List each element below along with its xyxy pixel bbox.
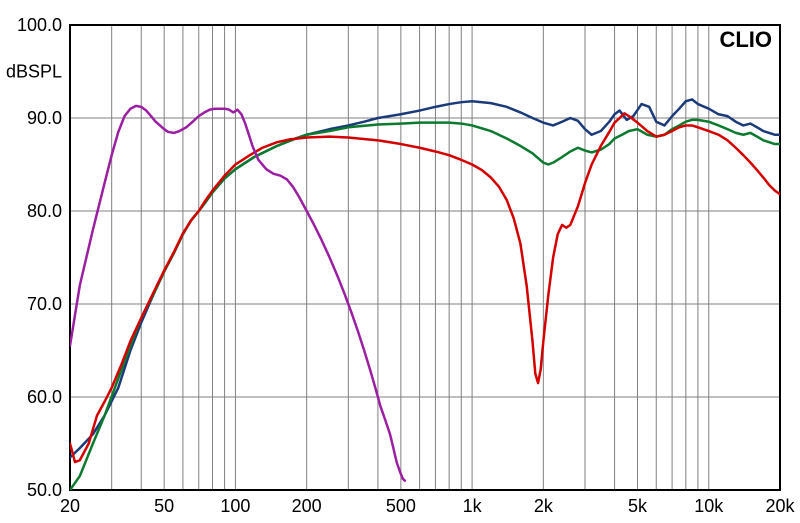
y-tick-label: 100.0 — [17, 15, 62, 35]
y-tick-label: 80.0 — [27, 201, 62, 221]
frequency-response-chart: 50.0 60.0 70.0 80.0 90.0 100.0 dBSPL 20 50 100 200… — [0, 0, 800, 523]
x-tick-label: 100 — [220, 496, 250, 516]
x-tick-label: 20 — [60, 496, 80, 516]
brand-label: CLIO — [719, 27, 772, 52]
x-tick-label: 10k — [694, 496, 724, 516]
x-tick-label: 20k — [765, 496, 795, 516]
chart-svg: 50.0 60.0 70.0 80.0 90.0 100.0 dBSPL 20 50 100 200… — [0, 0, 800, 523]
y-axis-unit: dBSPL — [6, 62, 62, 82]
y-tick-label: 90.0 — [27, 108, 62, 128]
x-tick-label: 200 — [292, 496, 322, 516]
x-tick-label: 2k — [534, 496, 554, 516]
x-tick-label: 50 — [154, 496, 174, 516]
y-tick-label: 50.0 — [27, 480, 62, 500]
x-tick-label: 500 — [386, 496, 416, 516]
x-tick-label: 1k — [463, 496, 483, 516]
y-tick-label: 70.0 — [27, 294, 62, 314]
x-tick-label: 5k — [628, 496, 648, 516]
y-tick-label: 60.0 — [27, 387, 62, 407]
